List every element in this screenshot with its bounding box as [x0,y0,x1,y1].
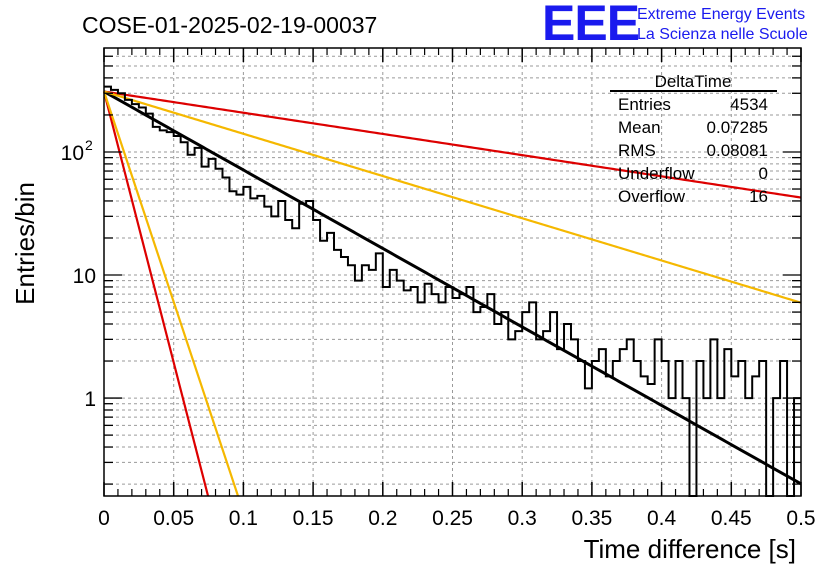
x-tick-label: 0.05 [153,507,194,530]
x-tick-label: 0.5 [786,507,815,530]
histogram-steps [104,85,801,497]
y-tick-label: 10 [73,265,96,288]
x-tick-label: 0.45 [711,507,752,530]
y-tick-label: 10 [61,142,84,165]
x-axis-title: Time difference [s] [584,534,796,564]
axes: 0 0.05 0.1 0.15 0.2 0.25 0.3 0.35 0.4 0.45 0.5 1 10 1… [61,47,816,530]
stats-value-underflow: 0 [759,164,768,183]
x-tick-label: 0.25 [432,507,473,530]
stats-label-entries: Entries [618,95,671,114]
decay-curve-1 [103,90,802,199]
stats-value-entries: 4534 [730,95,768,114]
stats-box: DeltaTime Entries 4534 Mean 0.07285 RMS … [610,72,777,206]
eee-logo: EEE Extreme Energy Events La Scienza nel… [542,0,808,51]
logo-mark: EEE [542,0,639,51]
y-tick-label: 1 [84,388,96,411]
x-tick-label: 0.15 [293,507,334,530]
y-axis-title: Entries/bin [10,182,40,305]
y-tick-exponent: 2 [85,137,93,153]
stats-label-underflow: Underflow [618,164,695,183]
stats-title: DeltaTime [655,72,732,91]
x-tick-label: 0 [98,507,110,530]
x-tick-label: 0.2 [368,507,397,530]
x-tick-label: 0.3 [508,507,537,530]
decay-curve-4 [102,91,240,497]
x-tick-label: 0.35 [571,507,612,530]
stats-value-overflow: 16 [749,187,768,206]
logo-line-1: Extreme Energy Events [637,6,805,23]
chart-title: COSE-01-2025-02-19-00037 [82,12,377,38]
stats-label-mean: Mean [618,118,661,137]
decay-curve-3 [102,91,210,497]
decay-curve-2 [103,90,802,304]
stats-value-rms: 0.08081 [707,141,768,160]
x-tick-label: 0.4 [647,507,677,530]
stats-label-overflow: Overflow [618,187,686,206]
stats-label-rms: RMS [618,141,656,160]
logo-line-2: La Scienza nelle Scuole [637,26,808,43]
histogram [104,85,801,497]
x-tick-label: 0.1 [229,507,258,530]
stats-value-mean: 0.07285 [707,118,768,137]
